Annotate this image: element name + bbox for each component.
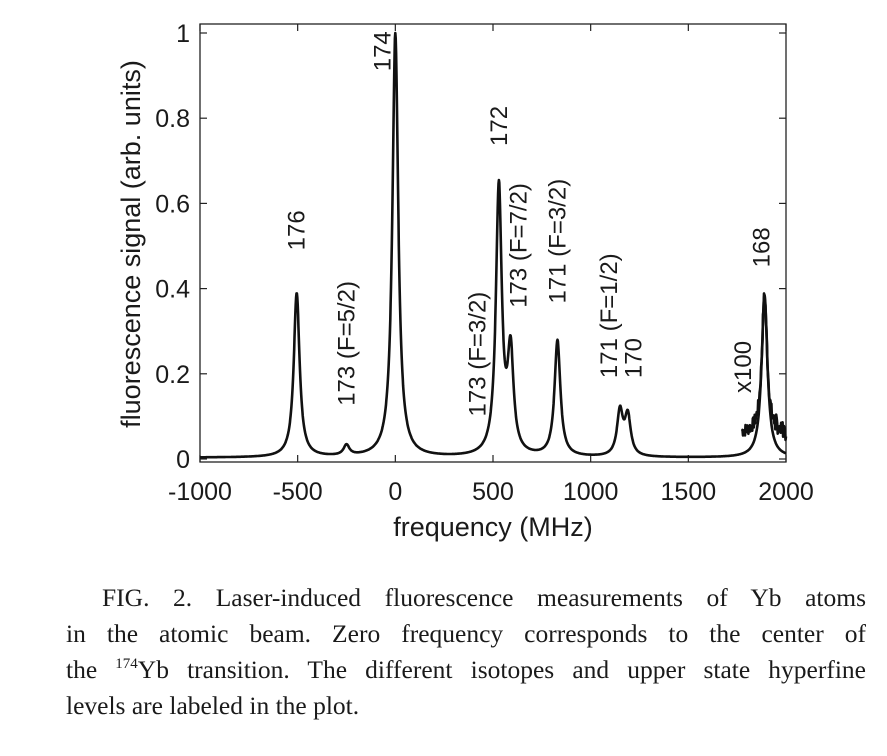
y-tick-label: 0.4	[155, 276, 190, 304]
x-tick-label: -1000	[168, 478, 232, 506]
peak-label: 173 (F=3/2)	[464, 292, 491, 417]
caption-line-1: FIG. 2. Laser-induced fluorescence measu…	[102, 583, 866, 612]
peak-label: 173 (F=7/2)	[505, 183, 532, 308]
caption-line-4: levels are labeled in the plot.	[66, 691, 360, 720]
x-tick-label: 0	[388, 478, 402, 506]
caption-line-3-start: the	[66, 655, 116, 684]
y-tick-label: 0.6	[155, 190, 190, 218]
peak-label: 171 (F=3/2)	[545, 179, 572, 304]
figure-caption: FIG. 2. Laser-induced fluorescence measu…	[66, 580, 866, 724]
peak-label: 168	[749, 227, 776, 267]
x-tick-label: 500	[472, 478, 514, 506]
spectrum-series-line	[199, 31, 787, 459]
y-tick-label: 1	[176, 20, 190, 48]
chart-svg: -1000 -500 0 500 1000 1500 2000 0 0.2 0.4 0.6 0.8 1…	[116, 20, 814, 542]
peak-label: x100	[730, 341, 757, 393]
x-axis-title: frequency (MHz)	[393, 512, 593, 542]
caption-line-2: in the atomic beam. Zero frequency corre…	[66, 619, 866, 648]
y-tick-label: 0	[176, 446, 190, 474]
peak-label: 170	[621, 338, 648, 378]
caption-line-3-end: Yb transition. The different isotopes an…	[137, 655, 867, 684]
y-tick-label: 0.8	[155, 105, 190, 133]
y-tick-label: 0.2	[155, 361, 190, 389]
x-tick-label: 1500	[661, 478, 717, 506]
peak-label: 176	[284, 210, 311, 250]
caption-isotope-superscript: 174	[115, 656, 138, 672]
x-tick-label: -500	[273, 478, 323, 506]
caption-line-3: the 174Yb transition. The different isot…	[66, 652, 866, 688]
x-tick-label: 1000	[563, 478, 619, 506]
peak-label: 173 (F=5/2)	[333, 281, 360, 406]
peak-label: 174	[370, 31, 397, 71]
y-axis-title: fluorescence signal (arb. units)	[116, 60, 146, 428]
chart-figure: -1000 -500 0 500 1000 1500 2000 0 0.2 0.4 0.6 0.8 1…	[116, 20, 814, 542]
y-axis: 0 0.2 0.4 0.6 0.8 1	[155, 20, 786, 474]
spectrum-x100-series-line	[740, 292, 788, 442]
peak-label: 172	[486, 106, 513, 146]
x-axis: -1000 -500 0 500 1000 1500 2000	[168, 24, 814, 506]
x-tick-label: 2000	[758, 478, 814, 506]
peak-label: 171 (F=1/2)	[596, 253, 623, 378]
peak-annotations: 176 173 (F=5/2) 174 173 (F=3/2) 172 173 (F=7/…	[284, 31, 776, 416]
